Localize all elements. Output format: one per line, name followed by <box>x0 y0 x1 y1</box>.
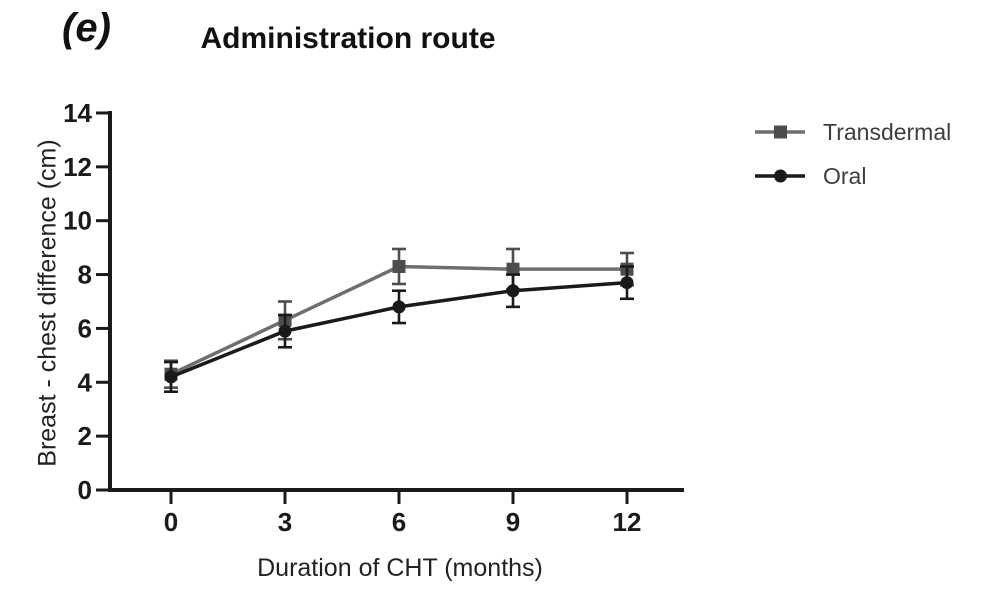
y-tick-label: 10 <box>63 206 92 236</box>
panel-label: (e) <box>62 6 111 50</box>
circle-marker-icon <box>392 300 406 314</box>
x-tick-label: 6 <box>392 507 406 537</box>
chart-title: Administration route <box>200 22 496 55</box>
legend-label: Oral <box>823 162 867 189</box>
circle-marker-icon <box>164 370 178 384</box>
x-axis-title: Duration of CHT (months) <box>257 554 543 582</box>
circle-marker-icon <box>278 324 292 338</box>
square-marker-icon <box>506 262 520 276</box>
circle-marker-icon <box>620 276 634 290</box>
y-tick-label: 14 <box>63 98 92 128</box>
circle-marker-icon <box>506 284 520 298</box>
square-marker-icon <box>392 259 406 273</box>
legend-item-transdermal: Transdermal <box>755 118 951 146</box>
y-tick-label: 4 <box>78 367 93 397</box>
legend-square-marker-icon <box>755 125 805 139</box>
legend-item-oral: Oral <box>755 162 951 190</box>
legend-label: Transdermal <box>823 118 952 145</box>
x-tick-label: 9 <box>506 507 520 537</box>
y-tick-label: 8 <box>78 260 92 290</box>
legend-circle-marker-icon <box>755 169 805 183</box>
y-axis-title: Breast - chest difference (cm) <box>33 139 62 467</box>
x-tick-label: 0 <box>164 507 178 537</box>
y-tick-label: 6 <box>78 313 92 343</box>
y-tick-label: 0 <box>78 475 92 505</box>
x-tick-label: 3 <box>278 507 292 537</box>
y-tick-label: 2 <box>78 421 92 451</box>
y-tick-label: 12 <box>63 152 92 182</box>
legend: Transdermal Oral <box>755 118 951 190</box>
x-tick-label: 12 <box>613 507 642 537</box>
